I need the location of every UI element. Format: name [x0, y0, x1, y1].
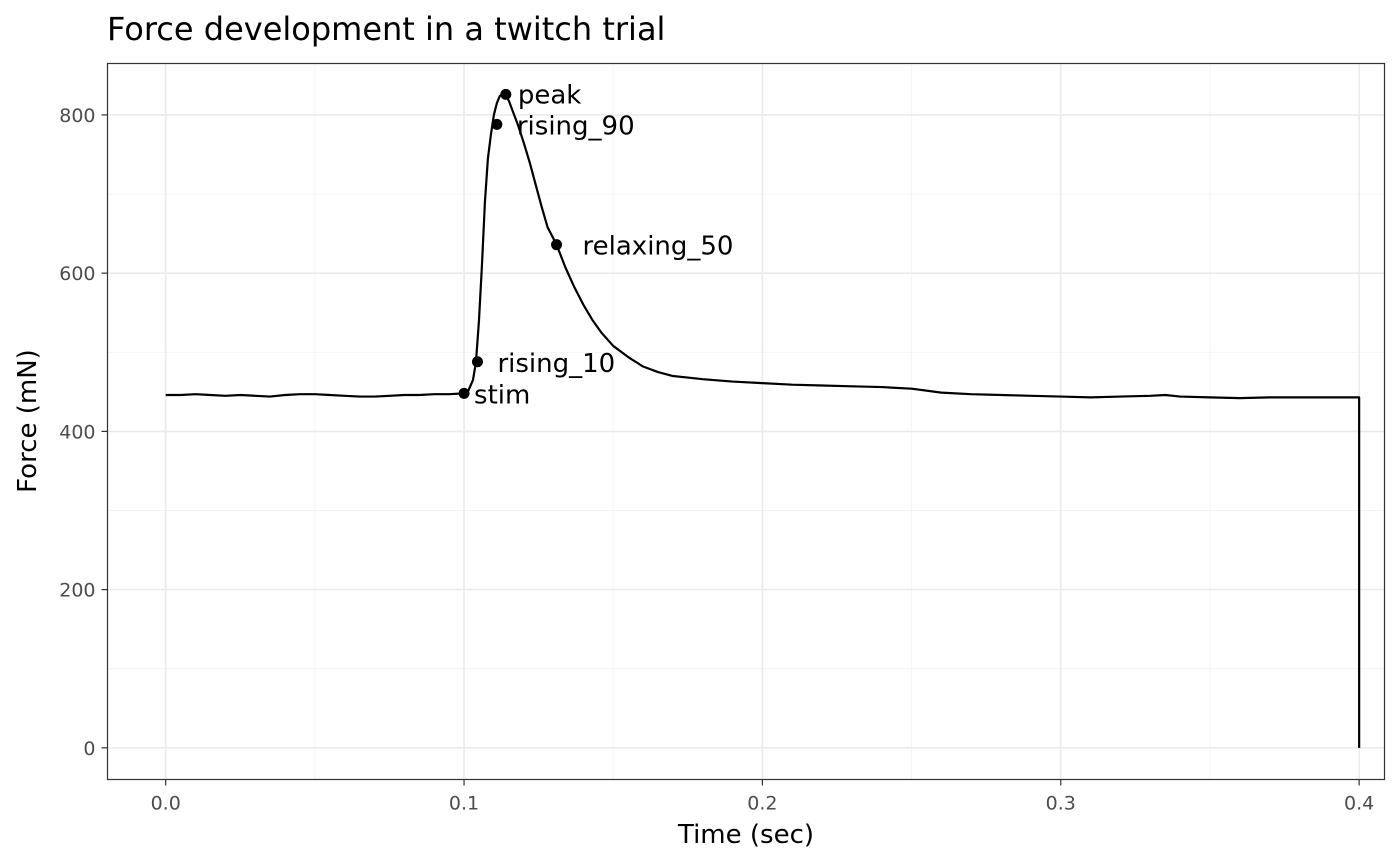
- y-tick-label: 400: [59, 421, 95, 443]
- x-tick-label: 0.1: [449, 793, 479, 815]
- y-tick-label: 600: [59, 263, 95, 285]
- chart-title: Force development in a twitch trial: [107, 10, 665, 48]
- x-tick-label: 0.3: [1046, 793, 1076, 815]
- annotation-point-rising-90: [491, 118, 503, 130]
- x-axis-title: Time (sec): [677, 820, 814, 850]
- annotation-point-rising-10: [471, 356, 483, 368]
- annotation-label-relaxing-50: relaxing_50: [583, 232, 734, 262]
- trace-layer: [165, 93, 1361, 748]
- annotation-point-relaxing-50: [551, 239, 563, 251]
- x-tick-label: 0.2: [747, 793, 777, 815]
- y-tick-label: 200: [59, 580, 95, 602]
- force-trace-line: [165, 93, 1361, 748]
- annotation-label-rising-90: rising_90: [517, 111, 635, 141]
- grid-layer: [107, 63, 1385, 780]
- panel-border: [106, 62, 1386, 781]
- y-tick-label: 0: [83, 738, 95, 760]
- x-tick-label: 0.0: [151, 793, 181, 815]
- annotation-point-stim: [458, 387, 470, 399]
- x-axis: 0.0 0.1 0.2 0.3 0.4: [151, 779, 1374, 815]
- annotation-label-rising-10: rising_10: [497, 349, 615, 379]
- annotation-point-peak: [500, 88, 512, 100]
- annotation-label-peak: peak: [518, 80, 582, 110]
- annotation-label-stim: stim: [474, 380, 530, 410]
- y-axis-title: Force (mN): [13, 349, 43, 493]
- x-tick-label: 0.4: [1344, 793, 1374, 815]
- y-axis: 0 200 400 600 800: [59, 105, 108, 760]
- y-tick-label: 800: [59, 105, 95, 127]
